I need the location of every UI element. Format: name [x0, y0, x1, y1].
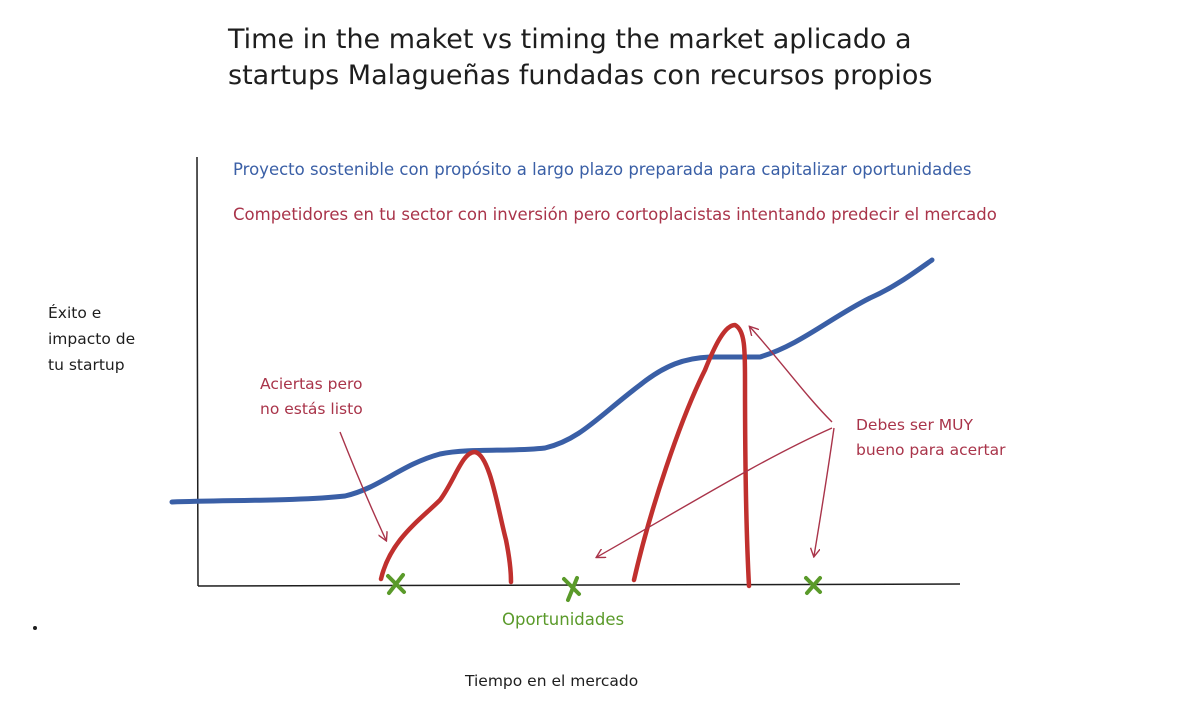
sustainable-project-curve	[169, 257, 935, 505]
legend-sustainable-project: Proyecto sostenible con propósito a larg…	[233, 160, 972, 179]
y-axis-label-line-1: Éxito e	[48, 304, 102, 322]
arrow-debes-to-middle	[597, 427, 833, 557]
y-axis-line	[196, 156, 199, 587]
title-line-1: Time in the maket vs timing the market a…	[228, 24, 912, 55]
annotation-debes-line-1: Debes ser MUY	[856, 416, 973, 434]
competitor-peak-1	[378, 449, 514, 585]
x-axis-line	[197, 583, 961, 587]
y-axis-label-line-2: impacto de	[48, 330, 136, 348]
opportunity-mark-1	[386, 573, 406, 595]
y-axis-label-line-3: tu startup	[48, 356, 125, 374]
annotation-debes-line-2: bueno para acertar	[856, 441, 1006, 459]
x-axis-label: Tiempo en el mercado	[465, 672, 639, 690]
annotation-aciertas-line-1: Aciertas pero	[260, 375, 363, 393]
competitor-peak-2	[631, 322, 752, 589]
opportunity-mark-2	[562, 576, 581, 602]
opportunities-label: Oportunidades	[502, 610, 625, 629]
opportunity-mark-3	[804, 576, 822, 595]
arrow-debes-to-peak	[750, 327, 833, 423]
legend-shortterm-competitors: Competidores en tu sector con inversión …	[233, 205, 997, 224]
annotation-aciertas-line-2: no estás listo	[260, 400, 363, 418]
stray-dot	[33, 626, 37, 630]
title-line-2: startups Malagueñas fundadas con recurso…	[228, 60, 933, 91]
arrow-aciertas	[339, 431, 386, 540]
arrow-debes-to-right	[814, 427, 835, 556]
